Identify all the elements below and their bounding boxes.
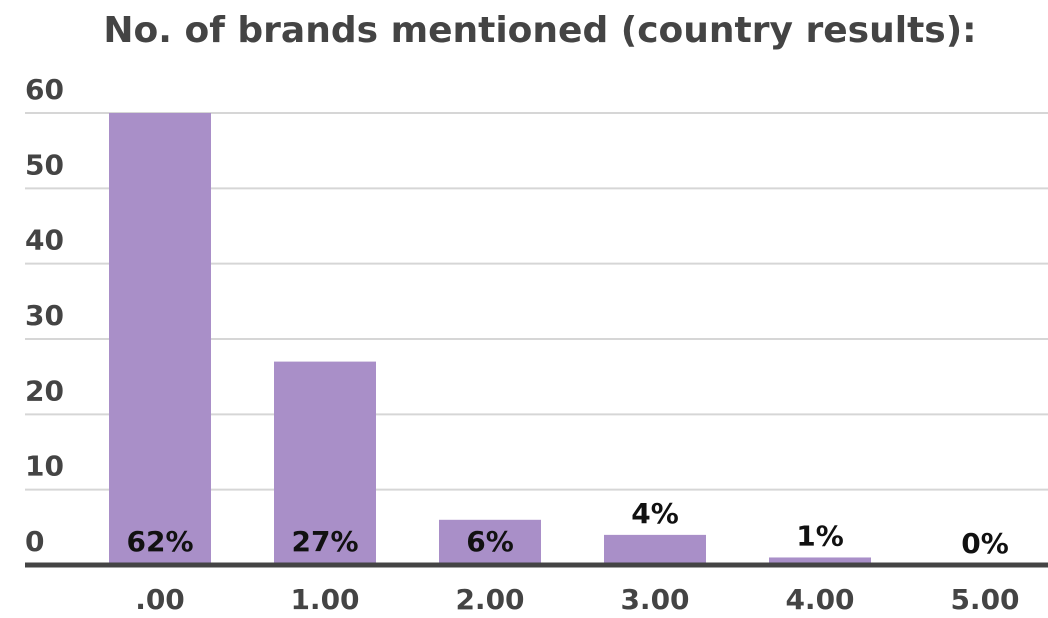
bar [439,519,541,565]
value-label: 1% [796,519,844,552]
x-tick-label: 1.00 [290,583,359,616]
bar [109,113,211,565]
y-tick-label: 20 [25,374,64,407]
y-tick-label: 0 [25,525,44,558]
bar [274,361,376,565]
y-tick-label: 30 [25,299,64,332]
bar [769,557,871,565]
chart-title: No. of brands mentioned (country results… [103,10,976,51]
value-label: 4% [631,497,679,530]
value-label: 27% [291,525,358,558]
y-tick-label: 60 [25,73,64,106]
value-label: 62% [126,525,193,558]
x-tick-label: .00 [135,583,185,616]
bar [604,534,706,565]
x-tick-label: 4.00 [785,583,854,616]
y-tick-label: 40 [25,224,64,257]
value-label: 6% [466,525,514,558]
y-tick-label: 50 [25,148,64,181]
x-tick-label: 3.00 [620,583,689,616]
value-label: 0% [961,527,1009,560]
y-tick-label: 10 [25,450,64,483]
x-tick-label: 5.00 [950,583,1019,616]
x-tick-label: 2.00 [455,583,524,616]
